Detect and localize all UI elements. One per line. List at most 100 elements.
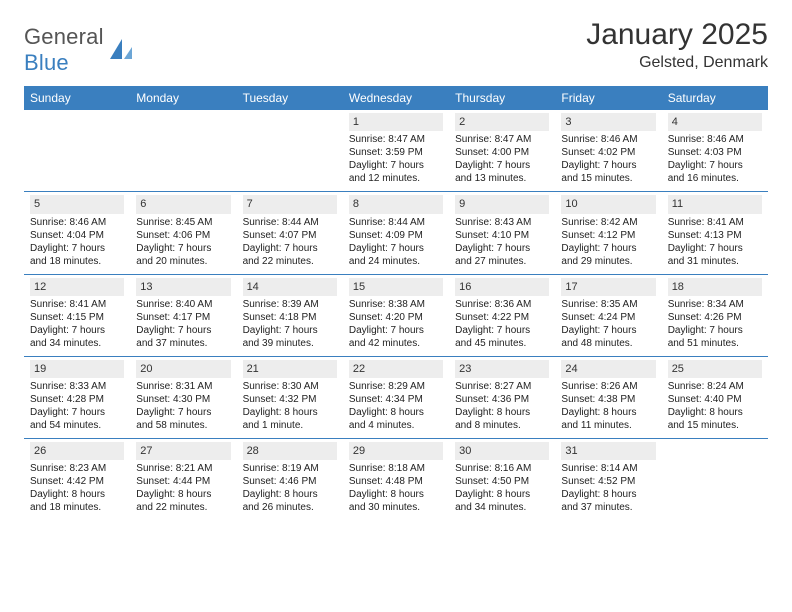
day-info-line: Sunrise: 8:46 AM [30, 216, 124, 229]
daytext-row: Sunrise: 8:23 AMSunset: 4:42 PMDaylight:… [24, 462, 768, 520]
day-cell-text: Sunrise: 8:33 AMSunset: 4:28 PMDaylight:… [24, 380, 130, 439]
day-cell-text: Sunrise: 8:19 AMSunset: 4:46 PMDaylight:… [237, 462, 343, 520]
day-info-line: Sunrise: 8:23 AM [30, 462, 124, 475]
day-info-line: and 29 minutes. [561, 255, 655, 268]
day-cell-text [24, 133, 130, 192]
day-cell-number: 14 [237, 274, 343, 298]
day-info-line: Daylight: 8 hours [668, 406, 762, 419]
weekday-header: Monday [130, 86, 236, 110]
day-info-line: Sunrise: 8:46 AM [668, 133, 762, 146]
day-info-line: Sunset: 4:06 PM [136, 229, 230, 242]
day-info-line: Daylight: 8 hours [349, 406, 443, 419]
day-cell-text: Sunrise: 8:41 AMSunset: 4:13 PMDaylight:… [662, 216, 768, 275]
daynum-row: 19202122232425 [24, 356, 768, 380]
calendar-body: 12 34 Sunrise: 8:47 AMSunset: 3:59 PMDayl… [24, 110, 768, 520]
day-number: 2 [455, 113, 549, 131]
day-cell-text: Sunrise: 8:26 AMSunset: 4:38 PMDaylight:… [555, 380, 661, 439]
daytext-row: Sunrise: 8:47 AMSunset: 3:59 PMDaylight:… [24, 133, 768, 192]
day-cell-number: 7 [237, 192, 343, 216]
day-cell-text: Sunrise: 8:31 AMSunset: 4:30 PMDaylight:… [130, 380, 236, 439]
day-info-line: and 15 minutes. [561, 172, 655, 185]
brand-part2: Blue [24, 50, 69, 75]
day-info-line: Daylight: 8 hours [455, 406, 549, 419]
day-info-line: Sunrise: 8:41 AM [668, 216, 762, 229]
day-info-line: Sunset: 4:40 PM [668, 393, 762, 406]
day-info-line: Sunset: 4:12 PM [561, 229, 655, 242]
day-info-line: Sunset: 4:26 PM [668, 311, 762, 324]
day-info-line: Daylight: 7 hours [30, 242, 124, 255]
day-info-line: Sunset: 4:34 PM [349, 393, 443, 406]
day-info-line: Daylight: 7 hours [243, 242, 337, 255]
day-cell-number: 30 [449, 439, 555, 463]
day-info-line: Sunrise: 8:21 AM [136, 462, 230, 475]
day-number: 4 [668, 113, 762, 131]
day-info-line: Sunrise: 8:33 AM [30, 380, 124, 393]
day-number: 6 [136, 195, 230, 213]
day-info-line: and 34 minutes. [30, 337, 124, 350]
brand-part1: General [24, 24, 104, 49]
day-info-line: Sunset: 4:13 PM [668, 229, 762, 242]
day-number: 3 [561, 113, 655, 131]
day-info-line: Sunset: 4:09 PM [349, 229, 443, 242]
day-info-line: Daylight: 7 hours [455, 159, 549, 172]
weekday-header: Sunday [24, 86, 130, 110]
day-info-line: Sunrise: 8:19 AM [243, 462, 337, 475]
day-cell-number [237, 110, 343, 133]
day-info-line: Daylight: 7 hours [561, 242, 655, 255]
day-info-line: Sunset: 4:28 PM [30, 393, 124, 406]
day-number: 22 [349, 360, 443, 378]
day-number: 12 [30, 278, 124, 296]
day-info-line: Daylight: 7 hours [136, 242, 230, 255]
day-cell-number: 23 [449, 356, 555, 380]
day-cell-number: 13 [130, 274, 236, 298]
day-info-line: Sunrise: 8:18 AM [349, 462, 443, 475]
weekday-header: Wednesday [343, 86, 449, 110]
day-cell-text: Sunrise: 8:35 AMSunset: 4:24 PMDaylight:… [555, 298, 661, 357]
day-cell-number: 21 [237, 356, 343, 380]
day-info-line: Daylight: 8 hours [243, 406, 337, 419]
daynum-row: 567891011 [24, 192, 768, 216]
day-info-line: Sunset: 3:59 PM [349, 146, 443, 159]
day-cell-number: 18 [662, 274, 768, 298]
day-info-line: Sunrise: 8:26 AM [561, 380, 655, 393]
day-cell-text: Sunrise: 8:21 AMSunset: 4:44 PMDaylight:… [130, 462, 236, 520]
day-cell-text: Sunrise: 8:24 AMSunset: 4:40 PMDaylight:… [662, 380, 768, 439]
day-cell-number: 3 [555, 110, 661, 133]
day-info-line: and 22 minutes. [243, 255, 337, 268]
day-number: 17 [561, 278, 655, 296]
daytext-row: Sunrise: 8:33 AMSunset: 4:28 PM Daylight:… [24, 380, 768, 439]
day-cell-text: Sunrise: 8:38 AMSunset: 4:20 PMDaylight:… [343, 298, 449, 357]
day-cell-text: Sunrise: 8:42 AMSunset: 4:12 PMDaylight:… [555, 216, 661, 275]
daytext-row: Sunrise: 8:46 AMSunset: 4:04 PMDaylight:… [24, 216, 768, 275]
day-cell-number: 4 [662, 110, 768, 133]
day-info-line: Sunset: 4:52 PM [561, 475, 655, 488]
day-info-line: Sunset: 4:42 PM [30, 475, 124, 488]
day-info-line: and 16 minutes. [668, 172, 762, 185]
day-cell-text: Sunrise: 8:44 AMSunset: 4:07 PMDaylight:… [237, 216, 343, 275]
day-cell-number: 28 [237, 439, 343, 463]
location-label: Gelsted, Denmark [586, 54, 768, 72]
day-cell-text: Sunrise: 8:29 AMSunset: 4:34 PMDaylight:… [343, 380, 449, 439]
weekday-header: Friday [555, 86, 661, 110]
day-cell-number: 6 [130, 192, 236, 216]
day-number: 18 [668, 278, 762, 296]
day-info-line: Sunrise: 8:27 AM [455, 380, 549, 393]
day-info-line: Sunset: 4:00 PM [455, 146, 549, 159]
day-info-line: Daylight: 7 hours [136, 324, 230, 337]
day-info-line: Daylight: 7 hours [561, 324, 655, 337]
day-cell-number: 19 [24, 356, 130, 380]
day-info-line: and 11 minutes. [561, 419, 655, 432]
day-number: 15 [349, 278, 443, 296]
day-info-line: and 22 minutes. [136, 501, 230, 514]
day-number: 29 [349, 442, 443, 460]
day-cell-number: 24 [555, 356, 661, 380]
day-cell-number: 22 [343, 356, 449, 380]
day-info-line: Sunset: 4:03 PM [668, 146, 762, 159]
day-info-line: Sunrise: 8:45 AM [136, 216, 230, 229]
day-cell-number: 10 [555, 192, 661, 216]
day-cell-text: Sunrise: 8:34 AMSunset: 4:26 PMDaylight:… [662, 298, 768, 357]
day-number: 10 [561, 195, 655, 213]
daytext-row: Sunrise: 8:41 AMSunset: 4:15 PMDaylight:… [24, 298, 768, 357]
day-info-line: Daylight: 7 hours [349, 324, 443, 337]
day-info-line: Sunrise: 8:44 AM [349, 216, 443, 229]
